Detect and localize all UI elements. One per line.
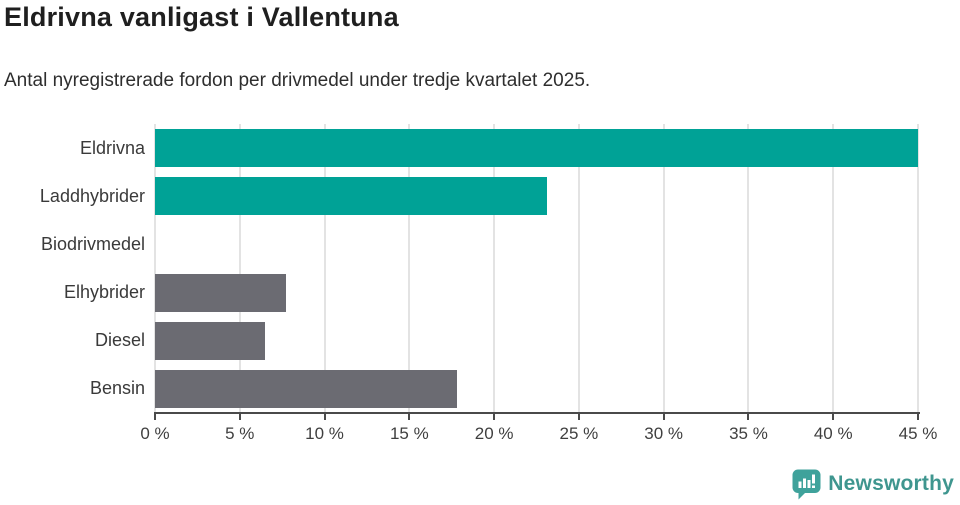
newsworthy-brand-text: Newsworthy — [828, 472, 954, 495]
bar-row — [155, 172, 918, 220]
bar-bensin — [155, 369, 457, 408]
x-tick-label: 45 % — [898, 424, 938, 443]
bar-row — [155, 124, 918, 172]
category-label-biodrivmedel: Biodrivmedel — [40, 233, 145, 254]
bar-row — [155, 269, 918, 317]
x-tick-mark — [408, 414, 411, 420]
bar-elhybrider — [155, 273, 286, 312]
newsworthy-speech-bubble-bar-chart-icon — [792, 469, 821, 500]
gridline — [747, 124, 750, 413]
x-tick-label: 5 % — [225, 424, 255, 443]
gridline — [323, 124, 326, 413]
bar-row — [155, 220, 918, 268]
y-axis-category-labels: Eldrivna Laddhybrider Biodrivmedel Elhybrid… — [0, 124, 145, 413]
gridline — [662, 124, 665, 413]
x-tick-mark — [917, 414, 919, 420]
gridline — [917, 124, 919, 413]
chart-subtitle: Antal nyregistrerade fordon per drivmede… — [4, 70, 591, 91]
bar-eldrivna — [155, 129, 918, 168]
newsworthy-logo: Newsworthy — [792, 467, 954, 501]
x-tick-mark — [832, 414, 835, 420]
x-tick-mark — [577, 414, 580, 420]
x-tick-mark — [154, 414, 156, 420]
bar-laddhybrider — [155, 177, 547, 216]
x-axis: 0 % 5 % 10 % 15 % 20 % 25 % 30 % 35 % 40 % 45 % — [140, 414, 937, 454]
x-tick-label: 15 % — [389, 424, 429, 443]
category-label-elhybrider: Elhybrider — [63, 282, 145, 303]
chart-title: Eldrivna vanligast i Vallentuna — [4, 2, 399, 32]
x-axis-line — [154, 412, 920, 414]
gridline — [154, 124, 156, 413]
category-label-diesel: Diesel — [94, 330, 145, 351]
x-tick-label: 0 % — [140, 424, 170, 443]
gridline — [408, 124, 411, 413]
x-tick-mark — [747, 414, 750, 420]
x-tick-label: 35 % — [729, 424, 768, 443]
x-tick-mark — [493, 414, 496, 420]
bar-row — [155, 317, 918, 365]
bar-row — [155, 365, 918, 413]
gridline — [577, 124, 580, 413]
x-tick-label: 25 % — [559, 424, 599, 443]
bar-diesel — [155, 321, 266, 360]
gridline — [238, 124, 241, 413]
category-label-eldrivna: Eldrivna — [79, 137, 145, 158]
category-label-laddhybrider: Laddhybrider — [39, 185, 145, 206]
x-tick-label: 10 % — [305, 424, 344, 443]
x-tick-mark — [662, 414, 665, 420]
x-tick-mark — [323, 414, 326, 420]
x-tick-mark — [238, 414, 241, 420]
gridline — [832, 124, 835, 413]
x-tick-label: 20 % — [474, 424, 514, 443]
plot-area — [154, 124, 919, 413]
x-tick-label: 40 % — [813, 424, 853, 443]
x-tick-label: 30 % — [644, 424, 684, 443]
gridline — [493, 124, 496, 413]
category-label-bensin: Bensin — [89, 378, 145, 399]
